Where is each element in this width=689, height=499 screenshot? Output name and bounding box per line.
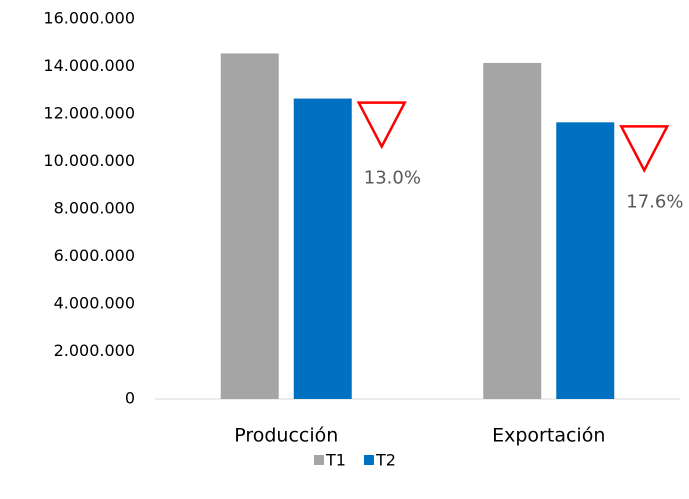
bar: [293, 98, 352, 399]
y-tick-label: 12.000.000: [43, 104, 135, 123]
annotation: 17.6%: [626, 191, 683, 212]
legend-swatch: [363, 455, 374, 465]
y-tick-label: 0: [125, 389, 135, 408]
bar: [556, 122, 615, 399]
y-tick-label: 16.000.000: [43, 9, 135, 28]
decrease-triangle: [356, 101, 407, 150]
legend-label: T1: [325, 451, 346, 470]
x-tick-label: Producción: [234, 425, 338, 447]
x-tick-label: Exportación: [492, 425, 605, 447]
bar: [483, 62, 542, 399]
legend-swatch: [314, 455, 324, 465]
legend-label: T2: [375, 451, 396, 470]
y-tick-label: 10.000.000: [43, 151, 135, 170]
bar: [220, 53, 279, 399]
y-tick-label: 8.000.000: [54, 199, 135, 218]
annotation: 13.0%: [364, 168, 421, 189]
y-tick-label: 4.000.000: [54, 294, 135, 313]
y-tick-label: 2.000.000: [54, 341, 135, 360]
y-tick-label: 14.000.000: [43, 56, 135, 75]
decrease-triangle: [619, 125, 670, 174]
y-tick-label: 6.000.000: [54, 246, 135, 265]
